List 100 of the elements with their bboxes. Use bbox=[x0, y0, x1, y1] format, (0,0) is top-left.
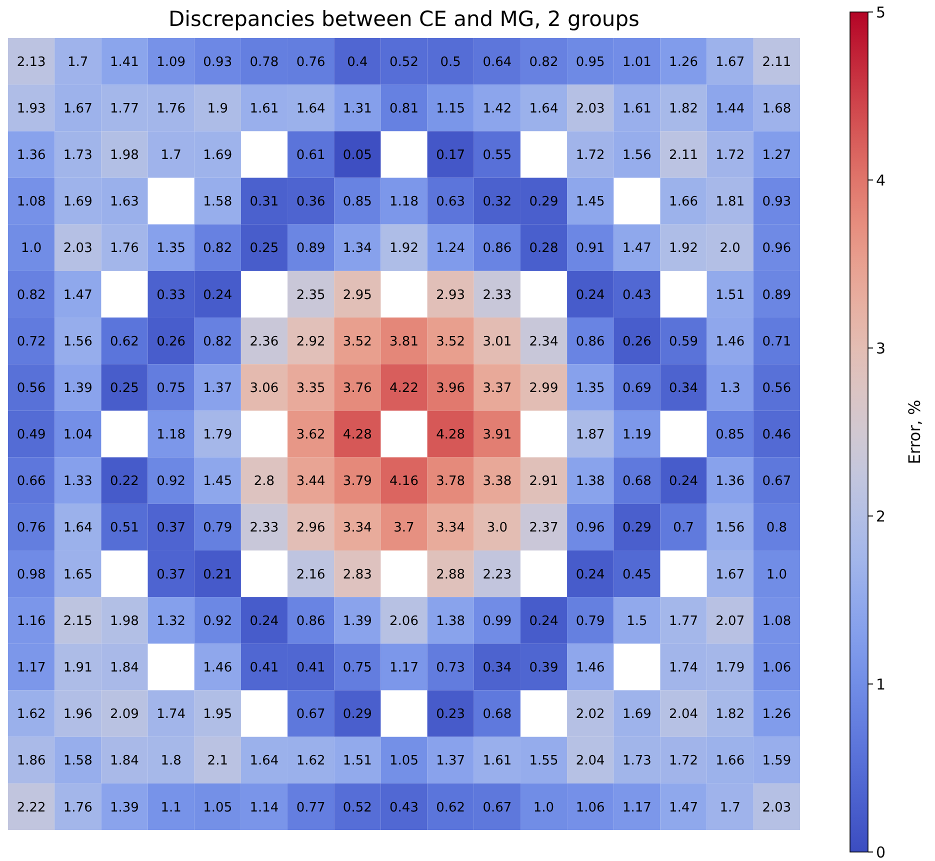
data-label: 2.11 bbox=[669, 148, 698, 164]
data-label: 0.82 bbox=[203, 241, 232, 256]
data-label: 0.51 bbox=[110, 520, 139, 536]
data-label: 4.22 bbox=[390, 380, 418, 396]
data-label: 1.09 bbox=[156, 54, 186, 70]
color-bar-label: 0 bbox=[876, 843, 886, 861]
data-label: 1.14 bbox=[250, 800, 279, 816]
data-label: 0.45 bbox=[622, 567, 652, 582]
data-label: 1.46 bbox=[716, 334, 745, 350]
data-label: 0.43 bbox=[390, 800, 418, 816]
data-label: 0.24 bbox=[203, 288, 232, 303]
data-label: 1.98 bbox=[110, 148, 139, 164]
data-label: 3.52 bbox=[342, 334, 372, 350]
data-label: 0.49 bbox=[16, 428, 46, 443]
data-label: 0.05 bbox=[342, 148, 372, 164]
data-label: 1.64 bbox=[296, 101, 326, 116]
data-label: 0.78 bbox=[250, 54, 279, 70]
data-label: 2.0 bbox=[720, 241, 740, 256]
data-label: 1.62 bbox=[296, 754, 326, 769]
data-label: 1.81 bbox=[716, 194, 745, 210]
data-label: 0.67 bbox=[482, 800, 512, 816]
data-label: 0.79 bbox=[203, 520, 232, 536]
data-label: 2.93 bbox=[436, 288, 466, 303]
data-label: 0.62 bbox=[110, 334, 139, 350]
data-label: 2.33 bbox=[482, 288, 512, 303]
data-label: 0.33 bbox=[156, 288, 186, 303]
data-label: 2.06 bbox=[390, 614, 418, 629]
data-label: 1.56 bbox=[63, 334, 92, 350]
data-label: 1.84 bbox=[110, 660, 139, 676]
data-label: 0.92 bbox=[156, 474, 186, 490]
data-label: 0.91 bbox=[576, 241, 605, 256]
data-label: 3.06 bbox=[250, 380, 279, 396]
data-label: 1.58 bbox=[203, 194, 232, 210]
data-label: 1.0 bbox=[20, 241, 42, 256]
data-label: 1.51 bbox=[716, 288, 745, 303]
data-label: 3.81 bbox=[390, 334, 418, 350]
data-label: 0.99 bbox=[482, 614, 512, 629]
data-label: 0.52 bbox=[390, 54, 418, 70]
data-label: 0.23 bbox=[436, 707, 466, 722]
data-label: 0.93 bbox=[203, 54, 232, 70]
color-bar-label: 3 bbox=[876, 339, 886, 358]
data-label: 1.92 bbox=[669, 241, 698, 256]
data-label: 0.71 bbox=[762, 334, 792, 350]
data-label: 1.17 bbox=[390, 660, 418, 676]
data-label: 0.37 bbox=[156, 567, 186, 582]
data-label: 1.62 bbox=[16, 707, 46, 722]
data-label: 1.64 bbox=[63, 520, 92, 536]
data-label: 1.47 bbox=[622, 241, 652, 256]
data-label: 2.11 bbox=[762, 54, 792, 70]
data-label: 3.34 bbox=[342, 520, 372, 536]
data-label: 1.39 bbox=[63, 380, 92, 396]
data-label: 1.59 bbox=[762, 754, 792, 769]
data-label: 3.34 bbox=[436, 520, 466, 536]
data-label: 1.56 bbox=[622, 148, 652, 164]
data-label: 3.35 bbox=[296, 380, 326, 396]
data-label: 1.31 bbox=[342, 101, 372, 116]
data-label: 0.93 bbox=[762, 194, 792, 210]
data-label: 1.82 bbox=[669, 101, 698, 116]
data-label: 0.81 bbox=[390, 101, 418, 116]
data-label: 2.95 bbox=[342, 288, 372, 303]
data-label: 0.63 bbox=[436, 194, 466, 210]
data-label: 1.46 bbox=[576, 660, 605, 676]
data-label: 1.24 bbox=[436, 241, 466, 256]
data-label: 1.39 bbox=[110, 800, 139, 816]
data-label: 0.39 bbox=[529, 660, 558, 676]
data-label: 4.28 bbox=[436, 428, 466, 443]
data-label: 0.24 bbox=[576, 567, 605, 582]
data-label: 0.56 bbox=[16, 380, 46, 396]
data-label: 0.96 bbox=[576, 520, 605, 536]
data-label: 1.35 bbox=[576, 380, 605, 396]
data-label: 1.01 bbox=[622, 54, 652, 70]
data-label: 0.76 bbox=[16, 520, 46, 536]
data-label: 1.98 bbox=[110, 614, 139, 629]
data-label: 0.28 bbox=[529, 241, 558, 256]
data-label: 1.0 bbox=[533, 800, 554, 816]
data-label: 2.15 bbox=[63, 614, 92, 629]
data-label: 1.5 bbox=[626, 614, 648, 629]
data-label: 0.24 bbox=[576, 288, 605, 303]
data-label: 0.24 bbox=[669, 474, 698, 490]
data-label: 0.89 bbox=[296, 241, 326, 256]
data-label: 0.24 bbox=[250, 614, 279, 629]
data-label: 0.95 bbox=[576, 54, 605, 70]
data-label: 1.04 bbox=[63, 428, 92, 443]
data-label: 2.35 bbox=[296, 288, 326, 303]
data-label: 1.67 bbox=[716, 54, 745, 70]
data-label: 1.61 bbox=[482, 754, 512, 769]
data-label: 1.91 bbox=[63, 660, 92, 676]
data-label: 1.15 bbox=[436, 101, 466, 116]
data-label: 0.29 bbox=[622, 520, 652, 536]
data-label: 1.87 bbox=[576, 428, 605, 443]
data-label: 2.1 bbox=[207, 754, 228, 769]
data-label: 1.72 bbox=[576, 148, 605, 164]
data-label: 2.22 bbox=[16, 800, 46, 816]
data-label: 1.66 bbox=[716, 754, 745, 769]
data-label: 3.76 bbox=[342, 380, 372, 396]
data-label: 1.72 bbox=[669, 754, 698, 769]
data-label: 1.74 bbox=[669, 660, 698, 676]
data-label: 2.03 bbox=[576, 101, 605, 116]
color-bar-label: 1 bbox=[876, 675, 886, 694]
color-bar-label: 2 bbox=[876, 507, 886, 526]
